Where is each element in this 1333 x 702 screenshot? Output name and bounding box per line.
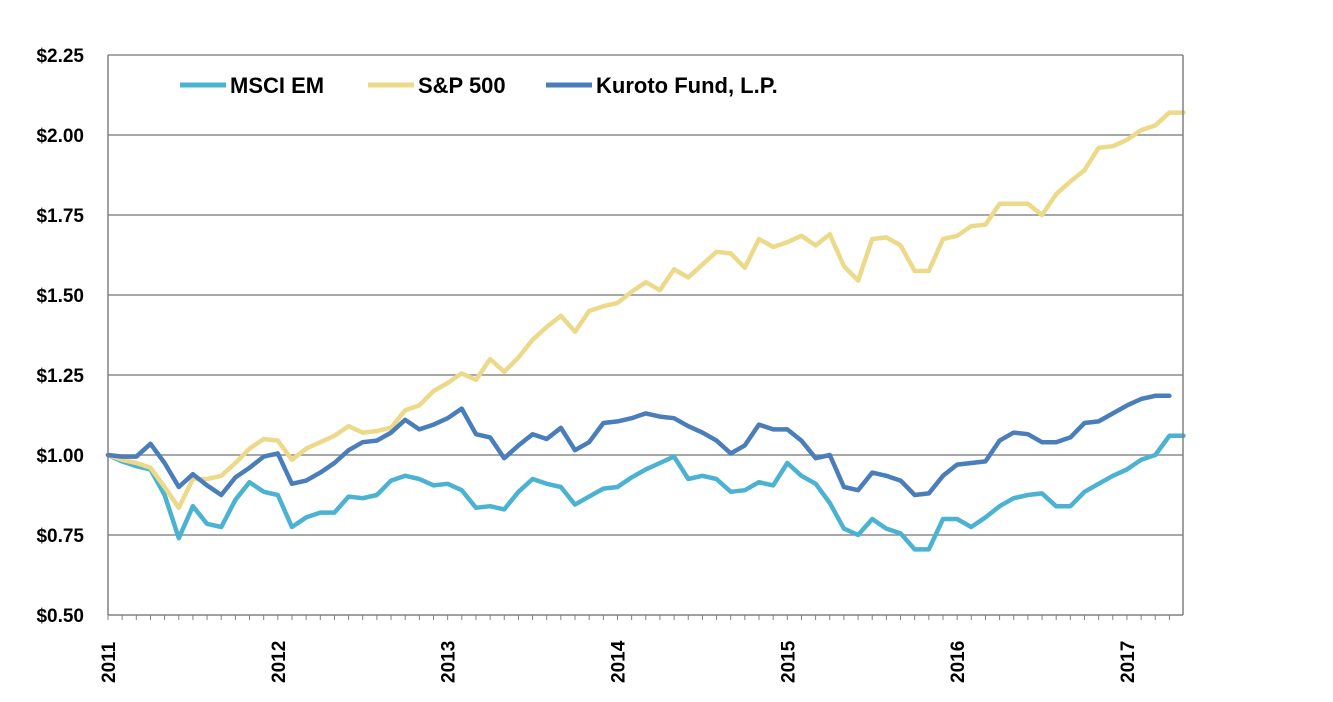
x-tick-label-text: 2016: [948, 641, 969, 683]
x-tick-label: 2013: [439, 641, 460, 683]
x-tick-label-text: 2011: [99, 641, 120, 683]
series-lines: [105, 110, 1186, 552]
x-tick-label: 2016: [948, 641, 969, 683]
x-tick-label: 2015: [778, 640, 799, 683]
x-tick-label-text: 2013: [439, 641, 460, 683]
legend: MSCI EM S&P 500 Kuroto Fund, L.P.: [180, 73, 778, 98]
x-axis-tick-labels: 2011 2012 2013 2014 2015 2016 2017: [99, 640, 1139, 683]
y-tick-label: $0.75: [36, 526, 84, 547]
series-line-s-p-500: [105, 110, 1186, 511]
y-tick-label: $1.00: [36, 446, 84, 467]
y-axis-tick-labels: $0.50 $0.75 $1.00 $1.25 $1.50 $1.75 $2.00 $2.25: [36, 46, 84, 627]
y-tick-label: $0.50: [36, 606, 84, 627]
x-tick-label: 2017: [1118, 641, 1139, 683]
y-tick-label: $1.50: [36, 286, 84, 307]
x-tick-label: 2011: [99, 641, 120, 683]
x-tick-label-text: 2012: [269, 641, 290, 683]
y-tick-label: $1.25: [36, 366, 84, 387]
series-line-msci-em: [105, 433, 1186, 552]
axes: [107, 55, 1184, 620]
x-tick-label-text: 2015: [778, 640, 799, 683]
y-tick-label: $1.75: [36, 206, 84, 227]
y-tick-label: $2.00: [36, 126, 84, 147]
legend-label-msci-em: MSCI EM: [230, 73, 324, 98]
legend-label-kuroto-fund: Kuroto Fund, L.P.: [596, 73, 778, 98]
x-tick-label: 2012: [269, 641, 290, 683]
series-line-kuroto-fund-l-p: [105, 393, 1172, 498]
y-tick-label: $2.25: [36, 46, 84, 67]
legend-label-sp500: S&P 500: [418, 73, 506, 98]
x-tick-label-text: 2017: [1118, 641, 1139, 683]
x-tick-label-text: 2014: [608, 640, 629, 683]
x-tick-label: 2014: [608, 640, 629, 683]
